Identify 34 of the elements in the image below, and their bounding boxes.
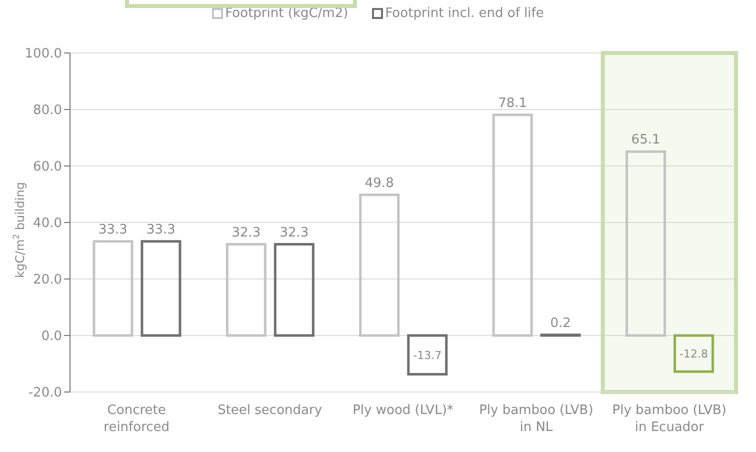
data-label: 33.3	[146, 222, 176, 238]
bar	[140, 240, 182, 337]
y-tick-label: 0.0	[41, 329, 62, 344]
y-tick-label: 40.0	[33, 216, 62, 232]
bar	[274, 243, 314, 337]
y-tick-label: -20.0	[28, 386, 62, 401]
data-label: 33.3	[98, 222, 128, 238]
data-label: 0.2	[550, 316, 571, 331]
bar	[540, 334, 581, 337]
bar	[407, 334, 448, 376]
legend-label: Footprint incl. end of life	[384, 6, 544, 21]
x-tick-label: Ply wood (LVL)*	[352, 403, 454, 418]
y-tick-label: 20.0	[33, 272, 62, 288]
bar	[226, 243, 266, 337]
bar	[92, 240, 134, 337]
y-tick-label: 80.0	[33, 103, 62, 118]
bar	[359, 194, 400, 337]
bar	[674, 334, 714, 373]
data-label: -12.8	[680, 348, 708, 361]
data-label: 32.3	[232, 225, 261, 240]
y-tick-label: 60.0	[33, 160, 62, 175]
data-label: 32.3	[280, 225, 309, 240]
data-label: -13.7	[413, 348, 442, 362]
x-tick-label: Ply bamboo (LVB) in NL	[479, 403, 594, 435]
legend-label: Footprint (kgC/m2)	[224, 6, 348, 21]
data-label: 49.8	[364, 176, 394, 191]
x-tick-label: Steel secondary	[218, 403, 322, 418]
data-label: 78.1	[498, 96, 528, 111]
x-tick-label: Concrete reinforced	[104, 403, 170, 435]
x-tick-label: Ply bamboo (LVB) in Ecuador	[612, 403, 727, 435]
data-label: 65.1	[631, 132, 660, 148]
y-tick-label: 100.0	[24, 46, 62, 62]
bar	[492, 114, 533, 337]
bar	[626, 150, 666, 337]
